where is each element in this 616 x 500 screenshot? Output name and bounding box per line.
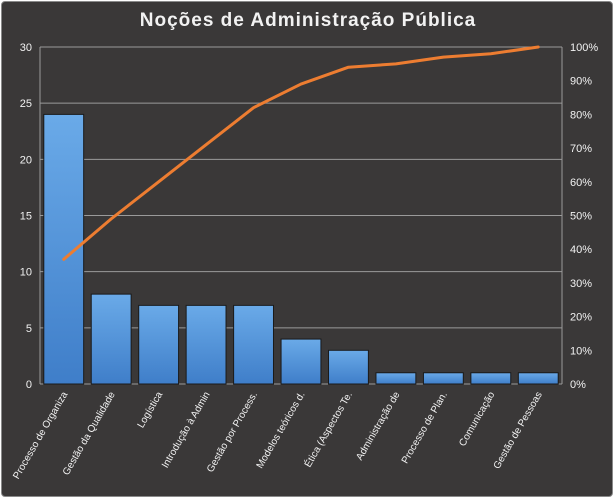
y-tick-label: 15 xyxy=(20,211,32,223)
bar xyxy=(138,304,180,385)
y-tick-label: 0 xyxy=(26,379,32,391)
category-label: Logística xyxy=(136,390,166,431)
chart-title: Noções de Administração Pública xyxy=(139,10,477,31)
cumulative-line xyxy=(62,45,540,261)
category-label: Modelos teóricos d. xyxy=(255,390,308,471)
y2-tick-label: 70% xyxy=(570,143,592,155)
category-label: Introdução à Admin xyxy=(160,390,213,470)
y-tick-label: 30 xyxy=(20,42,32,54)
y2-tick-label: 50% xyxy=(570,211,592,223)
y2-tick-label: 100% xyxy=(570,42,598,54)
category-label: Gestão da Qualidade xyxy=(61,390,118,478)
category-label: Gestão de Pessoas xyxy=(492,390,545,471)
category-label: Ética (Aspectos Te. xyxy=(301,389,355,469)
bar xyxy=(375,372,417,385)
bar xyxy=(328,349,369,385)
y2-tick-label: 10% xyxy=(570,345,592,357)
y-tick-label: 5 xyxy=(26,323,32,335)
category-label: Comunicação xyxy=(457,390,497,449)
bar xyxy=(517,372,559,385)
bar xyxy=(185,304,227,385)
y2-tick-label: 40% xyxy=(570,244,592,256)
y2-tick-label: 80% xyxy=(570,109,592,121)
y2-tick-label: 0% xyxy=(570,379,586,391)
category-label: Gestão por Process. xyxy=(205,390,260,474)
bar xyxy=(233,304,274,385)
y2-tick-label: 60% xyxy=(570,177,592,189)
y-tick-label: 20 xyxy=(20,154,32,166)
category-label: Administração de xyxy=(354,390,402,463)
y2-tick-label: 20% xyxy=(570,312,592,324)
bar xyxy=(90,293,132,385)
y2-tick-label: 90% xyxy=(570,76,592,88)
y-tick-label: 25 xyxy=(20,98,32,110)
y-tick-label: 10 xyxy=(20,267,32,279)
y2-tick-label: 30% xyxy=(570,278,592,290)
bar xyxy=(280,338,322,385)
category-label: Processo de Plan. xyxy=(400,390,450,466)
category-label: Processo de Organiza xyxy=(11,390,70,482)
bar xyxy=(422,372,464,385)
bar xyxy=(470,372,512,385)
